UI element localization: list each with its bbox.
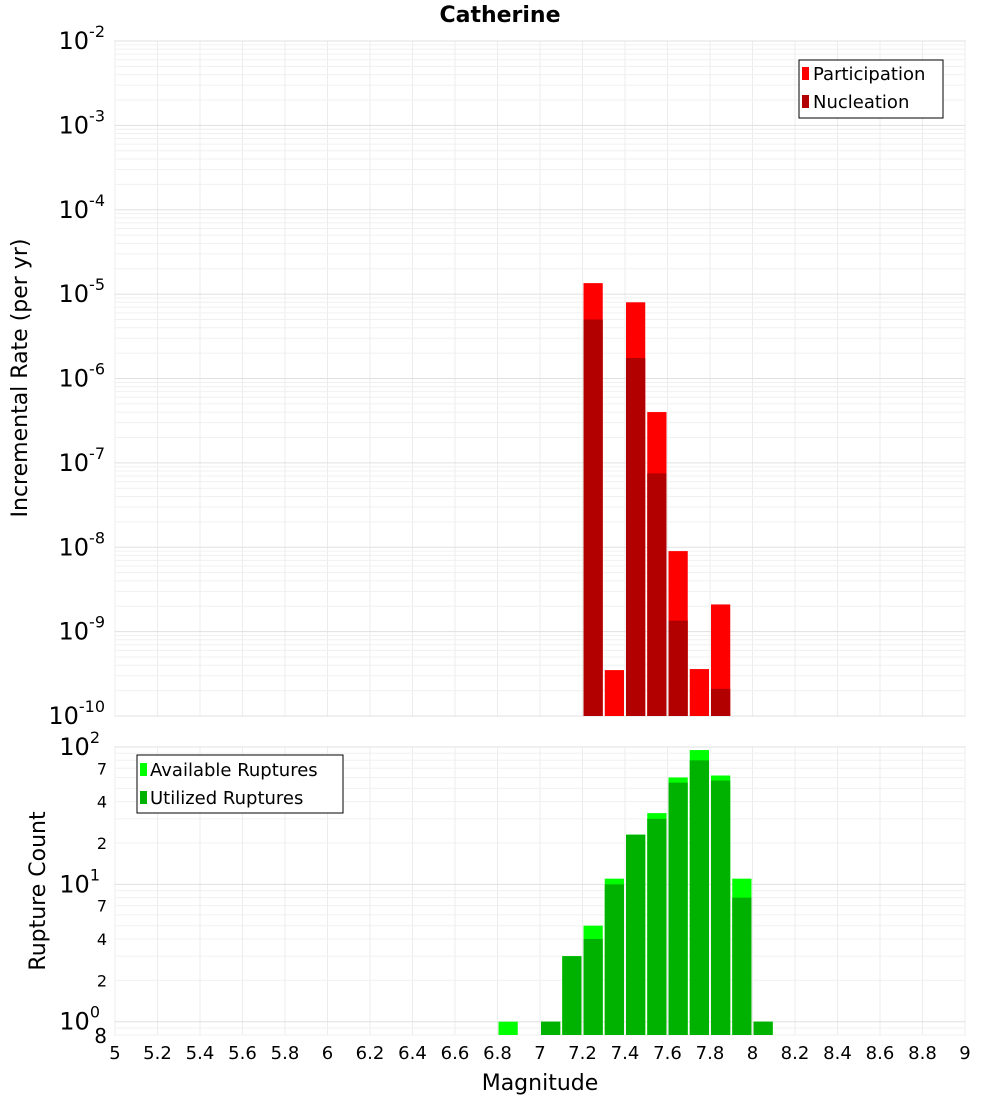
bar-nucleation — [647, 473, 667, 716]
y-tick-label: 8 — [94, 1024, 107, 1048]
x-tick-label: 5 — [109, 1043, 120, 1064]
legend-label-available: Available Ruptures — [150, 760, 318, 781]
bar-utilized-ruptures — [668, 782, 688, 1035]
bar-participation — [711, 604, 731, 716]
x-tick-label: 6.2 — [356, 1043, 385, 1064]
y-tick-label: 102 — [59, 728, 100, 761]
count-bars — [498, 750, 773, 1035]
y-tick-label: 10-4 — [59, 191, 106, 224]
count-x-ticks: 5 5.2 5.4 5.6 5.8 6 6.2 6.4 6.6 6.8 7 7.2 7.4 7.6 7.8 8… — [109, 1043, 970, 1064]
legend-label-utilized: Utilized Ruptures — [150, 788, 303, 809]
x-tick-label: 8.8 — [908, 1043, 937, 1064]
y-tick-label: 2 — [97, 971, 107, 990]
chart-title: Catherine — [439, 3, 560, 28]
x-tick-label: 7 — [534, 1043, 545, 1064]
bar-utilized-ruptures — [583, 939, 603, 1035]
count-legend: Available Ruptures Utilized Ruptures — [136, 754, 344, 814]
bar-nucleation — [668, 620, 688, 716]
bar-nucleation — [583, 319, 603, 716]
rate-y-ticks: 10-2 10-3 10-4 10-5 10-6 10-7 10-8 10-9 10-10 — [48, 22, 105, 730]
x-tick-label: 5.4 — [186, 1043, 215, 1064]
rate-y-axis-label: Incremental Rate (per yr) — [8, 239, 33, 518]
legend-swatch-participation — [802, 67, 809, 80]
rate-bars — [583, 283, 731, 716]
legend-label-nucleation: Nucleation — [813, 92, 909, 113]
y-tick-label: 7 — [97, 897, 107, 916]
bar-utilized-ruptures — [689, 760, 709, 1035]
y-tick-label: 10-7 — [59, 444, 106, 477]
y-tick-label: 10-5 — [59, 275, 106, 308]
x-tick-label: 6.6 — [441, 1043, 470, 1064]
bar-utilized-ruptures — [711, 780, 731, 1035]
rate-legend: Participation Nucleation — [798, 59, 944, 119]
bar-utilized-ruptures — [647, 818, 667, 1035]
x-tick-label: 9 — [959, 1043, 970, 1064]
y-tick-label: 4 — [97, 793, 107, 812]
bar-utilized-ruptures — [732, 897, 752, 1035]
y-tick-label: 10-8 — [59, 528, 106, 561]
x-tick-label: 8 — [747, 1043, 758, 1064]
legend-label-participation: Participation — [813, 64, 925, 85]
y-tick-label: 7 — [97, 759, 107, 778]
x-tick-label: 7.4 — [611, 1043, 640, 1064]
x-tick-label: 7.2 — [568, 1043, 597, 1064]
count-y-axis-label: Rupture Count — [26, 811, 51, 971]
x-tick-label: 6.8 — [483, 1043, 512, 1064]
x-tick-label: 5.2 — [143, 1043, 172, 1064]
bar-utilized-ruptures — [541, 1021, 561, 1035]
y-tick-label: 100 — [59, 1003, 100, 1036]
x-tick-label: 6 — [322, 1043, 333, 1064]
bar-utilized-ruptures — [626, 834, 646, 1035]
legend-swatch-available — [140, 763, 147, 776]
x-axis-label: Magnitude — [482, 1071, 599, 1096]
bar-utilized-ruptures — [753, 1021, 773, 1035]
x-tick-label: 7.6 — [653, 1043, 682, 1064]
legend-swatch-utilized — [140, 791, 147, 804]
x-tick-label: 5.6 — [228, 1043, 257, 1064]
x-tick-label: 8.4 — [823, 1043, 852, 1064]
bar-nucleation — [626, 357, 646, 716]
x-tick-label: 8.6 — [866, 1043, 895, 1064]
x-tick-label: 6.4 — [398, 1043, 427, 1064]
y-tick-label: 10-3 — [59, 106, 106, 139]
bar-utilized-ruptures — [604, 884, 624, 1035]
rate-panel: 10-2 10-3 10-4 10-5 10-6 10-7 10-8 10-9 10-10 In… — [8, 22, 966, 730]
y-tick-label: 2 — [97, 834, 107, 853]
x-tick-label: 8.2 — [781, 1043, 810, 1064]
y-tick-label: 101 — [59, 865, 100, 898]
x-tick-label: 7.8 — [696, 1043, 725, 1064]
y-tick-label: 10-6 — [59, 360, 106, 393]
y-tick-label: 10-10 — [48, 697, 105, 730]
bar-nucleation — [711, 688, 731, 716]
bar-utilized-ruptures — [562, 956, 582, 1035]
legend-swatch-nucleation — [802, 95, 809, 108]
bar-participation — [604, 670, 624, 716]
y-tick-label: 10-9 — [59, 613, 106, 646]
rate-gridlines — [114, 40, 966, 717]
y-tick-label: 4 — [97, 930, 107, 949]
x-tick-label: 5.8 — [271, 1043, 300, 1064]
bar-available-ruptures — [498, 1021, 518, 1035]
y-tick-label: 10-2 — [59, 22, 106, 55]
bar-participation — [689, 669, 709, 716]
